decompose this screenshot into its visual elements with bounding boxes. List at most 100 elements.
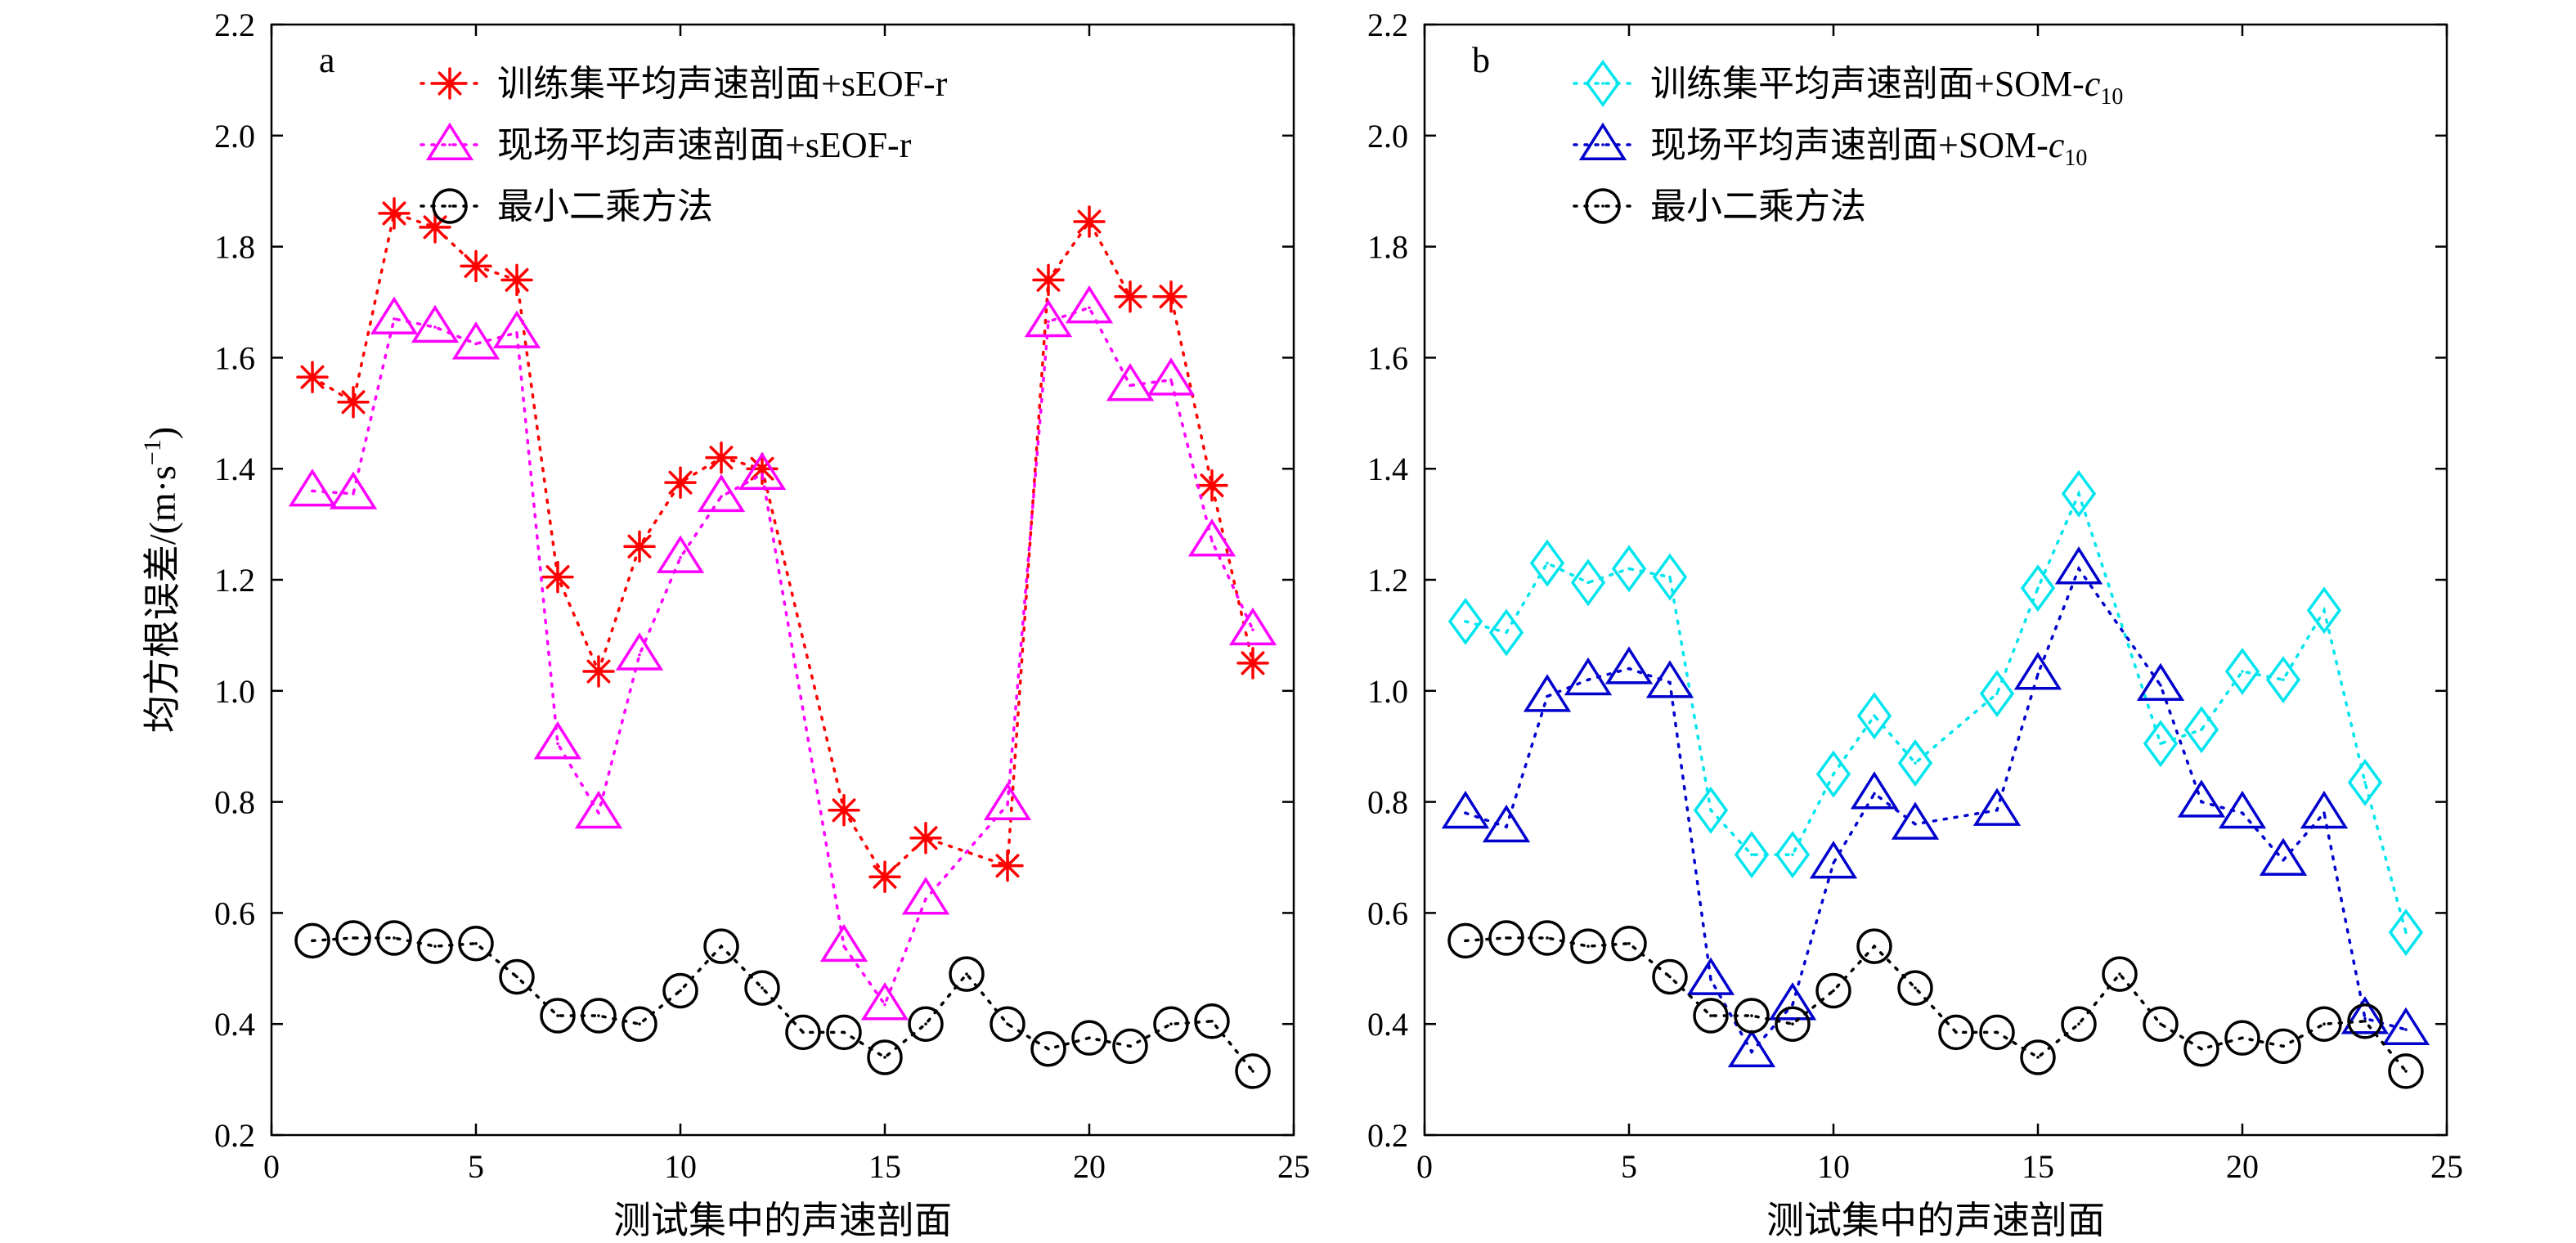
panel-b-series-2-point-center [1914, 986, 1917, 989]
panel-a-series-1-point-center [1129, 384, 1132, 388]
panel-b-series-2-point-center [2241, 1036, 2244, 1039]
panel-b-series-0-point-center [2322, 608, 2326, 613]
panel-b-xtick-label: 15 [2022, 1148, 2054, 1185]
panel-a-ytick-label: 0.8 [214, 784, 255, 821]
panel-a-series-2-line [311, 936, 1254, 1073]
panel-a-series-1-point [1147, 357, 1196, 396]
panel-a-legend-entry-0: 训练集平均声速剖面+sEOF-r [420, 64, 948, 104]
panel-b-series-0-point-center [1546, 561, 1549, 565]
panel-b-series-0-point [2388, 909, 2424, 957]
panel-a-series-0-point-center [515, 278, 518, 282]
panel-a-series-2-point [622, 1006, 657, 1042]
panel-a-legend-marker-1 [425, 122, 474, 161]
panel-b-series-2-point [1529, 920, 1565, 956]
panel-a-series-0-point-center [352, 400, 355, 404]
panel-b-series-0-point [1693, 786, 1729, 834]
panel-a-series-1-point-center [1088, 306, 1091, 310]
panel-a-series-2-point-center [720, 945, 723, 948]
panel-a-series-2-point-center [1251, 1070, 1254, 1073]
panel-b-series-1-point [1564, 657, 1613, 696]
panel-a-label: a [319, 40, 335, 80]
panel-b-series-2-point-center [2036, 1056, 2040, 1059]
panel-a-series-0-point-center [393, 212, 396, 215]
panel-b-series-2-point-center [2118, 972, 2121, 976]
panel-a-series-2-point-center [311, 939, 314, 943]
panel-a-series-0-point-center [679, 481, 682, 484]
panel-a-ytick-label: 1.0 [214, 673, 255, 710]
panel-a-series-1-point [1065, 285, 1114, 324]
panel-a-series-2-point [417, 928, 453, 964]
panel-b-series-0-point [1611, 545, 1647, 593]
panel-b-series-2-point-center [1995, 1030, 1999, 1034]
panel-b-series-2-point-center [1832, 989, 1835, 993]
panel-a-series-1-point [819, 923, 868, 963]
panel-a-series-0-point-center [597, 670, 600, 673]
panel-a-legend-marker-0-center [448, 82, 451, 85]
panel-a-series-2-point-center [883, 1056, 886, 1059]
panel-b-series-1-point [2259, 837, 2308, 876]
panel-b-series-1-point [2013, 652, 2062, 690]
panel-a-series-1-point-center [433, 325, 437, 329]
panel-b-series-1-point-center [1668, 680, 1672, 684]
panel-b-series-2-point [1979, 1014, 2015, 1051]
panel-b-series-2-point-center [2363, 1020, 2367, 1023]
panel-a-series-2-point-center [515, 975, 518, 979]
panel-a-series-2-point-center [556, 1014, 559, 1017]
panel-b-series-1-point-center [2322, 811, 2326, 814]
panel-a-series-0-point-center [1169, 294, 1173, 298]
panel-a-series-1-line [311, 306, 1254, 1008]
panel-b-series-0-point-center [1832, 772, 1835, 776]
panel-b-series-0-point-center [2241, 670, 2244, 673]
panel-b-series-1-point [1850, 771, 1899, 810]
panel-a-series-2-point-center [1169, 1022, 1173, 1025]
panel-b-x-axis-title: 测试集中的声速剖面 [1766, 1200, 2105, 1241]
panel-a-series-2-point-center [433, 945, 437, 948]
panel-b-ytick-label: 1.4 [1367, 451, 1408, 487]
panel-b-series-0-point [1529, 539, 1565, 587]
panel-b-series-0-point-center [2077, 491, 2080, 496]
legend-label-italic: c [2085, 64, 2101, 104]
panel-b-series-0-point-center [1668, 575, 1672, 579]
panel-b-series-2-point-center [1750, 1014, 1753, 1017]
panel-a-series-1-point [329, 471, 378, 509]
panel-a-series-2-point-center [924, 1022, 927, 1025]
panel-a-series-2-point [1194, 1003, 1230, 1039]
panel-a-series-0-point-center [1210, 483, 1214, 487]
panel-a-series-1-point [983, 782, 1032, 821]
panel-b-series-2-line [1464, 936, 2408, 1073]
panel-a-series-2 [294, 920, 1271, 1089]
panel-a-series-2-point [540, 998, 576, 1034]
panel-a-series-2-point [867, 1039, 903, 1075]
panel-b-series-0-point [1815, 750, 1851, 798]
panel-a-ytick-label: 1.2 [214, 562, 255, 599]
panel-b-series-0-point-center [1505, 630, 1508, 635]
panel-a-series-1-point-center [1251, 628, 1254, 631]
legend-label-main: 现场平均声速剖面+sEOF-r [497, 125, 912, 165]
panel-a-series-1-point [288, 469, 337, 507]
panel-a-series-1-point-center [1006, 803, 1009, 806]
panel-b-series-1-point-center [1464, 811, 1467, 814]
panel-b-series-2-point-center [1464, 939, 1467, 943]
panel-b-series-2-point-center [2200, 1047, 2203, 1051]
panel-a-series-2-point [785, 1014, 821, 1051]
panel-a-series-1-point [697, 473, 746, 513]
panel-a-series-2-point-center [1006, 1022, 1009, 1025]
panel-b-series-0-point-center [1709, 808, 1712, 812]
panel-b-series-0-point [1979, 670, 2015, 718]
panel-b-ytick-label: 0.8 [1367, 784, 1408, 821]
panel-a-series-1-point-center [638, 653, 641, 657]
panel-b-legend-marker-0 [1585, 60, 1621, 107]
panel-a-series-2-point [1071, 1020, 1107, 1056]
panel-b-series-2-point-center [2282, 1044, 2285, 1048]
panel-a-series-1-point [615, 632, 664, 671]
panel-b-legend-marker-1-center [1601, 143, 1604, 146]
panel-a-series-0-point-center [924, 836, 927, 840]
panel-a-ytick-label: 2.0 [214, 118, 255, 155]
panel-b-series-1-point [1768, 982, 1817, 1021]
panel-b-ytick-label: 1.8 [1367, 229, 1408, 266]
panel-b-xtick-label: 0 [1416, 1148, 1433, 1185]
panel-b-series-2-point [2388, 1053, 2424, 1089]
panel-b-series-2-point [2020, 1039, 2056, 1075]
panel-b-series-0-point [2306, 586, 2342, 635]
